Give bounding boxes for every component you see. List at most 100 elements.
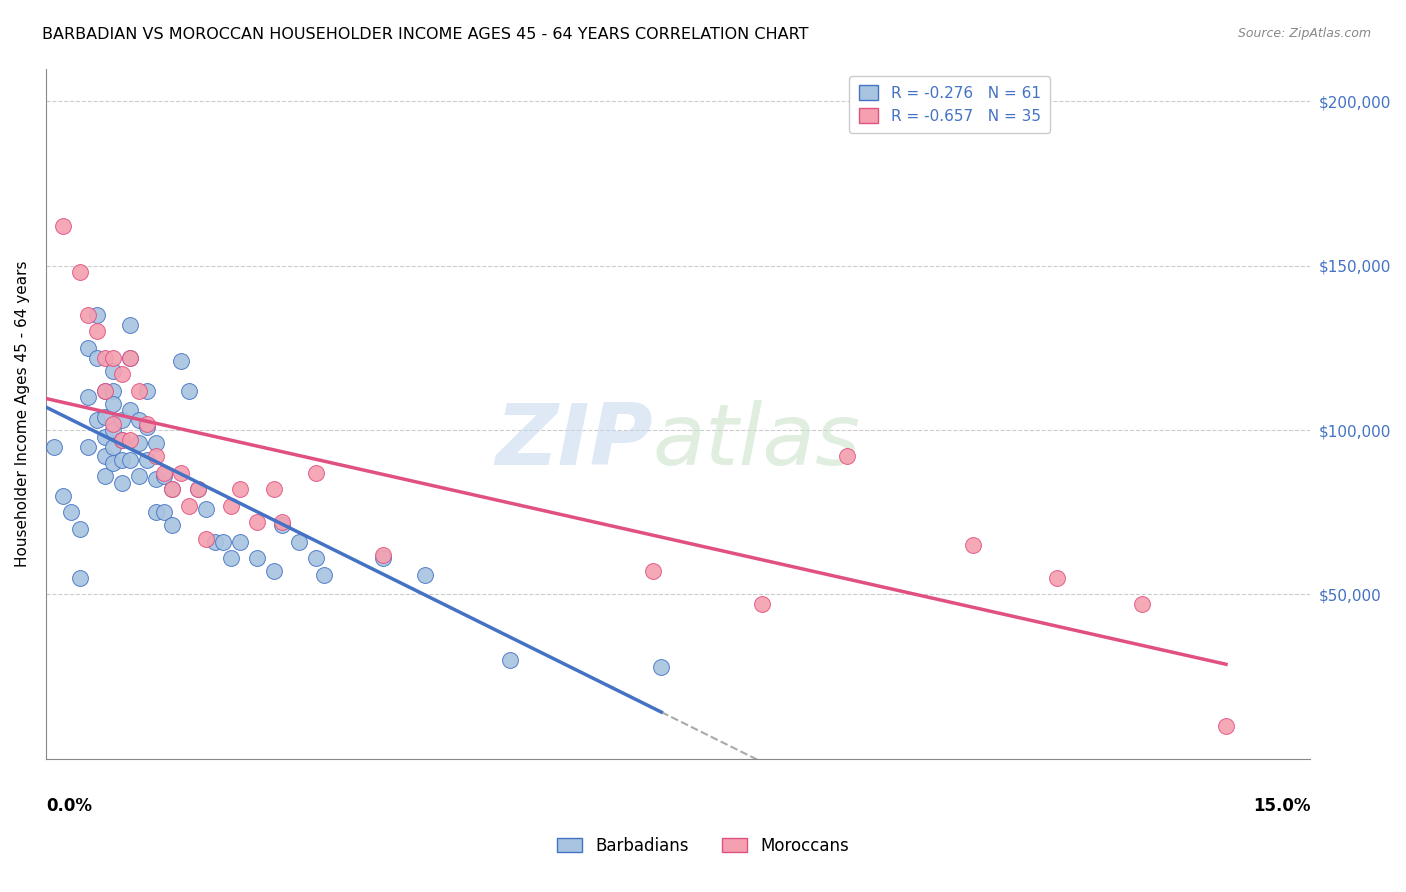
- Point: [153, 466, 176, 480]
- Point: [136, 384, 159, 398]
- Point: [120, 403, 142, 417]
- Point: [86, 325, 108, 339]
- Point: [650, 659, 672, 673]
- Point: [170, 466, 193, 480]
- Point: [52, 219, 75, 234]
- Point: [195, 532, 218, 546]
- Point: [111, 413, 134, 427]
- Point: [111, 452, 134, 467]
- Point: [136, 452, 159, 467]
- Point: [1215, 719, 1237, 733]
- Point: [60, 505, 83, 519]
- Point: [94, 450, 117, 464]
- Point: [111, 433, 134, 447]
- Point: [305, 466, 328, 480]
- Point: [153, 505, 176, 519]
- Point: [212, 534, 235, 549]
- Point: [86, 413, 108, 427]
- Point: [94, 351, 117, 365]
- Point: [145, 472, 167, 486]
- Point: [263, 482, 285, 496]
- Point: [103, 397, 125, 411]
- Point: [77, 341, 100, 355]
- Point: [221, 551, 243, 566]
- Point: [77, 440, 100, 454]
- Text: BARBADIAN VS MOROCCAN HOUSEHOLDER INCOME AGES 45 - 64 YEARS CORRELATION CHART: BARBADIAN VS MOROCCAN HOUSEHOLDER INCOME…: [42, 27, 808, 42]
- Point: [263, 565, 285, 579]
- Point: [229, 482, 252, 496]
- Point: [187, 482, 209, 496]
- Point: [162, 518, 184, 533]
- Point: [145, 450, 167, 464]
- Point: [498, 653, 520, 667]
- Point: [103, 456, 125, 470]
- Point: [221, 499, 243, 513]
- Point: [314, 567, 336, 582]
- Point: [962, 538, 984, 552]
- Point: [44, 440, 66, 454]
- Point: [153, 469, 176, 483]
- Text: atlas: atlas: [652, 400, 860, 483]
- Point: [86, 308, 108, 322]
- Y-axis label: Householder Income Ages 45 - 64 years: Householder Income Ages 45 - 64 years: [15, 260, 30, 567]
- Point: [69, 265, 91, 279]
- Point: [288, 534, 311, 549]
- Legend: Barbadians, Moroccans: Barbadians, Moroccans: [550, 830, 856, 862]
- Point: [195, 502, 218, 516]
- Point: [52, 489, 75, 503]
- Point: [128, 413, 150, 427]
- Point: [103, 384, 125, 398]
- Point: [94, 469, 117, 483]
- Point: [120, 351, 142, 365]
- Point: [103, 351, 125, 365]
- Point: [246, 551, 269, 566]
- Text: Source: ZipAtlas.com: Source: ZipAtlas.com: [1237, 27, 1371, 40]
- Point: [103, 364, 125, 378]
- Point: [128, 384, 150, 398]
- Point: [162, 482, 184, 496]
- Legend: R = -0.276   N = 61, R = -0.657   N = 35: R = -0.276 N = 61, R = -0.657 N = 35: [849, 76, 1050, 133]
- Point: [1130, 597, 1153, 611]
- Point: [103, 417, 125, 431]
- Point: [120, 351, 142, 365]
- Point: [145, 505, 167, 519]
- Point: [271, 518, 294, 533]
- Point: [371, 551, 394, 566]
- Point: [86, 351, 108, 365]
- Point: [187, 482, 209, 496]
- Point: [179, 384, 201, 398]
- Point: [94, 384, 117, 398]
- Point: [69, 522, 91, 536]
- Point: [120, 318, 142, 332]
- Point: [246, 515, 269, 529]
- Point: [136, 419, 159, 434]
- Point: [111, 433, 134, 447]
- Point: [77, 390, 100, 404]
- Point: [136, 417, 159, 431]
- Point: [69, 571, 91, 585]
- Point: [145, 436, 167, 450]
- Text: 15.0%: 15.0%: [1253, 797, 1310, 814]
- Point: [128, 436, 150, 450]
- Point: [1046, 571, 1069, 585]
- Point: [120, 433, 142, 447]
- Point: [103, 423, 125, 437]
- Point: [371, 548, 394, 562]
- Point: [204, 534, 226, 549]
- Point: [94, 384, 117, 398]
- Point: [77, 308, 100, 322]
- Point: [271, 515, 294, 529]
- Point: [179, 499, 201, 513]
- Point: [641, 565, 664, 579]
- Text: ZIP: ZIP: [495, 400, 652, 483]
- Point: [305, 551, 328, 566]
- Point: [413, 567, 436, 582]
- Point: [120, 452, 142, 467]
- Point: [162, 482, 184, 496]
- Point: [103, 440, 125, 454]
- Point: [835, 450, 858, 464]
- Point: [751, 597, 773, 611]
- Point: [94, 430, 117, 444]
- Point: [170, 354, 193, 368]
- Point: [111, 368, 134, 382]
